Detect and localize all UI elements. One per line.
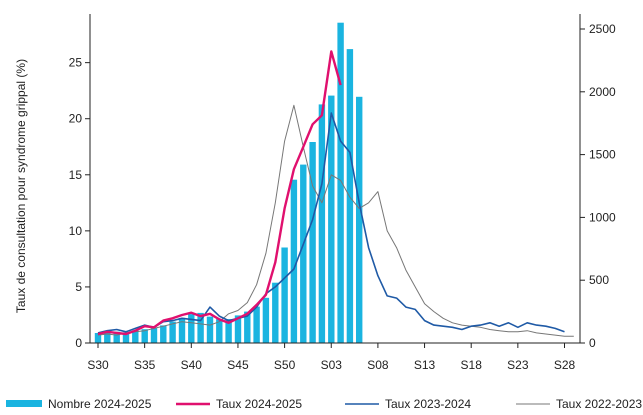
bar-S51 xyxy=(290,179,298,343)
x-tick-label-S13: S13 xyxy=(414,358,436,372)
y2-tick-label-500: 500 xyxy=(589,273,609,287)
bar-S33 xyxy=(122,332,130,343)
bar-S47 xyxy=(253,306,260,343)
y-tick-label-10: 10 xyxy=(69,224,83,238)
bar-S35 xyxy=(141,329,148,343)
line-taux-2024-2025 xyxy=(97,50,342,336)
x-tick-label-S08: S08 xyxy=(367,358,389,372)
bar-S32 xyxy=(113,331,120,343)
bar-S31 xyxy=(104,331,111,343)
bar-S49 xyxy=(272,282,279,343)
bar-S43 xyxy=(216,319,223,343)
bar-S46 xyxy=(244,311,251,343)
line-series-group xyxy=(97,50,574,337)
bar-S04 xyxy=(337,22,344,343)
line-taux-2023-2024 xyxy=(97,112,565,334)
y-tick-label-20: 20 xyxy=(69,112,83,126)
legend-label-taux-2023-2024: Taux 2023-2024 xyxy=(385,397,471,411)
legend-label-taux-2022-2023: Taux 2022-2023 xyxy=(556,397,642,411)
y-tick-label-15: 15 xyxy=(69,168,83,182)
bar-S01 xyxy=(309,142,316,343)
bar-S45 xyxy=(234,315,242,343)
bar-S37 xyxy=(160,325,167,343)
x-tick-label-S50: S50 xyxy=(274,358,296,372)
y-tick-label-25: 25 xyxy=(69,56,83,70)
y2-tick-label-2000: 2000 xyxy=(589,85,616,99)
bar-S02 xyxy=(318,104,326,344)
legend-label-taux-2024-2025: Taux 2024-2025 xyxy=(216,397,302,411)
x-tick-label-S23: S23 xyxy=(507,358,529,372)
x-tick-label-S30: S30 xyxy=(87,358,109,372)
legend-label-nombre-2024-2025: Nombre 2024-2025 xyxy=(48,397,152,411)
bar-S42 xyxy=(206,316,214,343)
x-tick-label-S35: S35 xyxy=(134,358,156,372)
bar-S40 xyxy=(188,314,195,343)
y2-tick-label-2500: 2500 xyxy=(589,22,616,36)
axes-group: 0 5 10 15 20 25 0 500 1000 1500 2000 2500 S30 S35 S40 S… xyxy=(69,14,616,372)
x-tick-label-S40: S40 xyxy=(181,358,203,372)
y2-tick-label-0: 0 xyxy=(589,336,596,350)
x-tick-label-S28: S28 xyxy=(554,358,576,372)
bar-S48 xyxy=(262,297,270,343)
bar-S05 xyxy=(346,49,354,343)
x-tick-label-S03: S03 xyxy=(321,358,343,372)
y-tick-label-0: 0 xyxy=(75,336,82,350)
bar-S44 xyxy=(225,319,232,343)
bar-S52 xyxy=(300,164,307,343)
x-tick-label-S18: S18 xyxy=(461,358,483,372)
bar-S06 xyxy=(356,96,363,343)
bar-S50 xyxy=(281,247,288,343)
x-tick-label-S45: S45 xyxy=(227,358,249,372)
bar-series-group xyxy=(94,22,363,344)
y2-tick-label-1500: 1500 xyxy=(589,148,616,162)
bar-S30 xyxy=(94,333,102,343)
bar-S38 xyxy=(169,321,176,343)
bar-S41 xyxy=(197,312,204,343)
y2-tick-label-1000: 1000 xyxy=(589,210,616,224)
bar-S03 xyxy=(328,95,335,343)
y-tick-label-5: 5 xyxy=(75,280,82,294)
bar-S36 xyxy=(150,327,158,343)
line-taux-2022-2023 xyxy=(97,104,574,337)
legend: Nombre 2024-2025 Taux 2024-2025 Taux 2023-… xyxy=(6,397,642,411)
y-axis-title: Taux de consultation pour syndrome gripp… xyxy=(14,59,28,313)
bar-S34 xyxy=(132,330,139,343)
legend-swatch-nombre-2024-2025 xyxy=(6,400,42,407)
bar-S39 xyxy=(178,317,186,343)
